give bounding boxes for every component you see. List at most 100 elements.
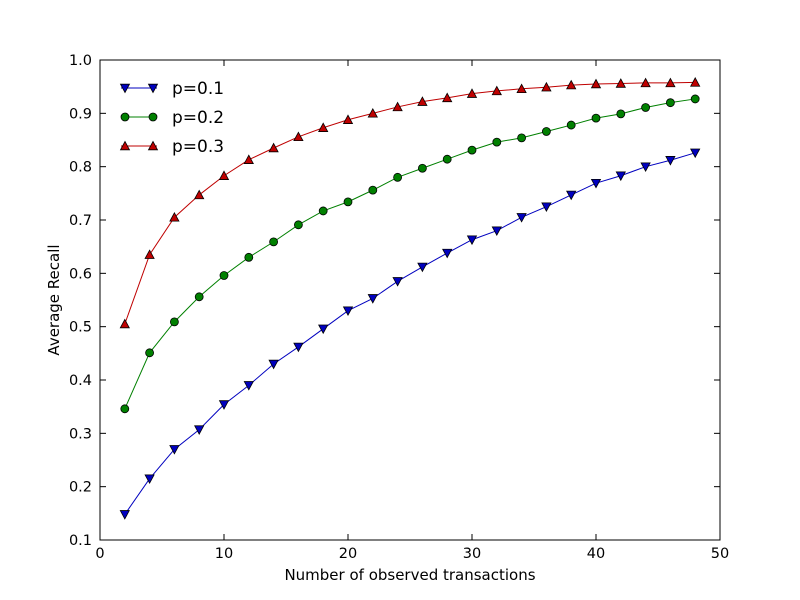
data-point xyxy=(591,113,601,123)
data-point xyxy=(318,324,329,335)
legend-marker xyxy=(119,140,131,151)
data-point xyxy=(640,77,651,88)
data-point xyxy=(368,185,378,195)
y-tick-label: 0.3 xyxy=(69,426,92,442)
series-2 xyxy=(120,94,700,414)
data-point xyxy=(169,317,179,327)
y-tick-label: 0.5 xyxy=(69,320,92,336)
x-tick-label: 10 xyxy=(215,546,233,562)
x-tick-label: 30 xyxy=(463,546,481,562)
axis-ticks: 0 10 20 30 40 50 0.1 0.2 0.3 0.4 0.5 0.6 0.7 0.8 0.9 1.… xyxy=(69,53,729,562)
data-point xyxy=(293,220,303,230)
data-point xyxy=(566,79,577,90)
data-point xyxy=(491,226,502,237)
data-point xyxy=(541,81,552,92)
series-line xyxy=(124,152,696,515)
y-tick-label: 0.4 xyxy=(69,373,92,389)
y-tick-label: 0.9 xyxy=(69,106,92,122)
x-tick-label: 50 xyxy=(711,546,729,562)
legend-label: p=0.2 xyxy=(172,108,224,128)
legend-marker xyxy=(148,112,158,122)
data-point xyxy=(342,114,354,124)
data-point xyxy=(218,170,230,180)
data-point xyxy=(641,103,650,112)
legend-marker xyxy=(147,140,159,151)
data-point xyxy=(516,83,527,94)
data-point xyxy=(590,178,602,189)
data-point xyxy=(244,252,254,262)
y-tick-label: 0.7 xyxy=(69,213,92,229)
data-point xyxy=(343,197,353,207)
y-tick-label: 0.8 xyxy=(69,160,92,176)
data-point xyxy=(144,249,155,259)
data-point xyxy=(666,98,675,108)
data-point xyxy=(466,88,478,98)
data-point xyxy=(392,277,403,287)
data-point xyxy=(145,348,155,358)
data-point xyxy=(516,213,527,223)
data-point xyxy=(417,262,428,273)
data-point xyxy=(566,120,576,130)
y-axis-label: Average Recall xyxy=(45,244,63,355)
legend-item: p=0.2 xyxy=(120,108,224,128)
data-point xyxy=(367,107,378,118)
data-point xyxy=(393,172,403,182)
data-point xyxy=(665,77,676,88)
data-point xyxy=(243,381,254,391)
x-axis-label: Number of observed transactions xyxy=(284,566,535,584)
data-point xyxy=(119,318,130,329)
x-tick-label: 20 xyxy=(339,546,357,562)
data-point xyxy=(417,163,427,173)
data-point xyxy=(616,109,626,119)
data-point xyxy=(615,78,626,88)
data-point xyxy=(318,206,328,216)
data-point xyxy=(269,237,279,247)
legend-label: p=0.3 xyxy=(172,137,224,157)
data-point xyxy=(590,78,602,89)
data-point xyxy=(690,77,701,87)
data-point xyxy=(492,137,502,147)
series-1 xyxy=(119,148,701,520)
data-point xyxy=(293,131,304,142)
data-point xyxy=(169,445,180,455)
data-point xyxy=(665,156,676,166)
data-point xyxy=(392,101,403,112)
data-point xyxy=(466,235,478,246)
data-point xyxy=(566,190,577,201)
data-point xyxy=(442,154,452,164)
data-point xyxy=(194,425,205,435)
y-tick-label: 1.0 xyxy=(69,53,92,69)
data-point xyxy=(120,404,130,414)
y-tick-label: 0.1 xyxy=(69,533,92,549)
data-point xyxy=(268,142,279,153)
data-point xyxy=(615,171,626,182)
data-point xyxy=(491,85,502,96)
data-point xyxy=(243,154,254,164)
x-tick-label: 40 xyxy=(587,546,605,562)
data-point xyxy=(541,202,552,213)
data-point xyxy=(144,474,155,485)
data-point xyxy=(169,211,180,222)
y-tick-label: 0.6 xyxy=(69,266,92,282)
legend-marker xyxy=(120,112,130,122)
legend-marker xyxy=(119,83,131,94)
data-point xyxy=(218,400,230,410)
data-point xyxy=(467,145,477,155)
data-point xyxy=(194,189,205,200)
data-point xyxy=(367,294,378,304)
data-point xyxy=(342,306,354,317)
data-point xyxy=(293,342,304,353)
y-tick-label: 0.2 xyxy=(69,480,92,496)
series-3 xyxy=(119,77,701,329)
x-tick-label: 0 xyxy=(95,546,104,562)
series-group xyxy=(119,77,701,520)
data-point xyxy=(442,92,453,103)
data-point xyxy=(417,96,428,106)
data-point xyxy=(517,133,526,143)
data-point xyxy=(194,292,204,302)
data-point xyxy=(268,359,279,370)
legend-marker xyxy=(147,83,159,94)
legend-item: p=0.1 xyxy=(119,79,224,99)
